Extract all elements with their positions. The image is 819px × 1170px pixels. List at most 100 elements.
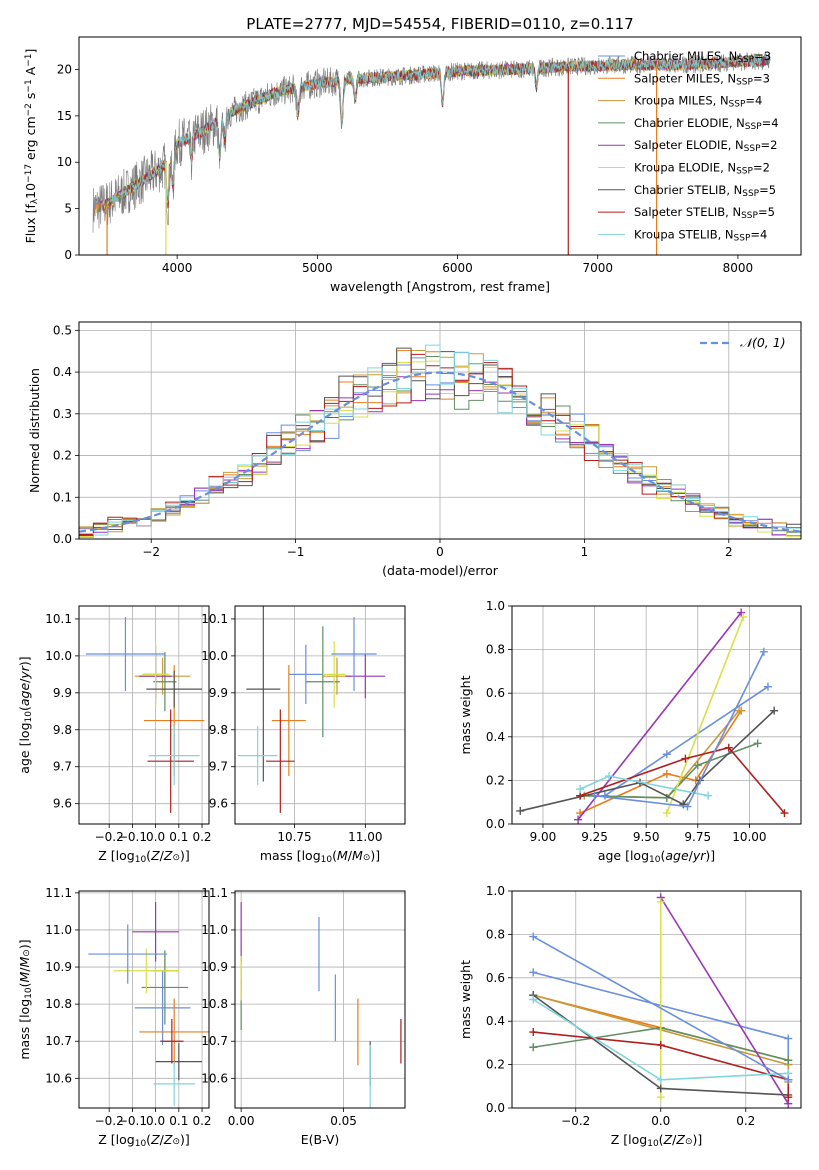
y-tick-label: 0.8: [486, 927, 505, 941]
weight-series: [590, 647, 768, 811]
mass_vs_ebv-frame: [234, 890, 406, 1109]
y-axis-label: mass [log10(M/M⊙)]: [17, 939, 34, 1059]
x-tick-label: 9.25: [581, 830, 608, 844]
y-tick-label: 9.9: [209, 686, 228, 700]
weight-marker: [662, 809, 671, 818]
residuals-plot-area: [79, 344, 801, 539]
y-tick-label: 0.2: [53, 449, 72, 463]
weight_vs_Z-panel: −0.2 0.0 0.2 0.0 0.2 0.4 0.6 0.8 1.0 Z [log10(Z/Z…: [458, 884, 802, 1149]
weight-marker: [576, 785, 585, 794]
errorbar-point: [153, 652, 177, 712]
y-tick-label: 0.5: [53, 323, 72, 337]
legend-entry: Salpeter ELODIE, NSSP=2: [634, 138, 777, 154]
errorbar-point: [322, 641, 346, 708]
y-tick-label: 0.8: [486, 643, 505, 657]
weight-marker: [529, 932, 538, 941]
x-tick-label: 5000: [302, 261, 333, 275]
age_vs_Z-plot-area: [85, 617, 205, 813]
legend-entry: Chabrier MILES, NSSP=3: [634, 49, 771, 65]
age_vs_mass-plot-area: [237, 606, 386, 813]
errorbar-point: [132, 902, 179, 962]
weight-marker: [574, 815, 583, 824]
x-tick-label: 10.75: [277, 830, 311, 844]
weight_vs_age-panel: 9.00 9.25 9.50 9.75 10.00 0.0 0.2 0.4 0.6 0.8 1.0 a…: [458, 599, 802, 865]
x-tick-label: 0.05: [330, 1114, 357, 1128]
weight-marker: [737, 608, 746, 617]
weight-marker: [662, 769, 671, 778]
y-tick-label: 9.7: [53, 760, 72, 774]
x-tick-label: 4000: [162, 261, 193, 275]
weight-marker: [724, 743, 733, 752]
y-axis-label: age [log10(age/yr)]: [17, 656, 34, 773]
weight-series: [574, 608, 746, 824]
x-axis-label: Z [log10(Z/Z⊙)]: [98, 1132, 190, 1149]
age_vs_Z-frame: [78, 605, 210, 825]
weight-series: [576, 743, 789, 818]
x-tick-label: −2: [142, 545, 160, 559]
y-tick-label: 0.3: [53, 407, 72, 421]
x-tick-label: −0.2: [95, 1114, 124, 1128]
y-tick-label: 9.8: [209, 723, 228, 737]
x-axis-label: Z [log10(Z/Z⊙)]: [98, 848, 190, 865]
x-axis-label: (data-model)/error: [382, 563, 499, 578]
mass_vs_Z-frame: [78, 890, 210, 1109]
histogram-series: [79, 344, 801, 539]
x-tick-label: −0.2: [95, 830, 124, 844]
y-tick-label: 9.9: [53, 686, 72, 700]
weight-marker: [763, 682, 772, 691]
x-tick-label: 0.2: [192, 830, 211, 844]
weight-marker: [656, 1084, 665, 1093]
weight-marker: [739, 612, 748, 621]
legend-entry: Kroupa MILES, NSSP=4: [634, 94, 762, 110]
weight_vs_age-frame: [511, 605, 802, 825]
x-tick-label: 11.00: [348, 830, 382, 844]
mass_vs_ebv-panel: 0.00 0.05 10.6 10.7 10.8 10.9 11.0 11.1 E(B-V): [201, 886, 406, 1147]
errorbar-point: [237, 726, 278, 786]
weight-marker: [784, 1075, 793, 1084]
weight-series: [600, 682, 772, 800]
errorbar-point: [88, 924, 168, 984]
weight-marker: [529, 995, 538, 1004]
x-tick-label: 9.75: [684, 830, 711, 844]
y-tick-label: 0: [64, 248, 72, 262]
spectrum-plot-area: [92, 52, 771, 255]
y-axis-label: Flux [fλ10−17 erg cm−2 s−1 A−1]: [23, 49, 40, 244]
age_vs_Z-panel: −0.2−0.1 0.0 0.1 0.2 9.6 9.7 9.8 9.9 10.0 10.1 Z […: [17, 605, 212, 865]
weight-marker: [735, 706, 744, 715]
weight-marker: [681, 754, 690, 763]
y-tick-label: 11.1: [201, 886, 228, 900]
y-tick-label: 11.0: [201, 923, 228, 937]
spectrum-legend: Chabrier MILES, NSSP=3 Salpeter MILES, NS…: [598, 49, 779, 244]
mass_vs_Z-panel: −0.2−0.1 0.0 0.1 0.2 10.6 10.7 10.8 10.9 11.0 11.…: [17, 886, 212, 1149]
legend-entry: Salpeter MILES, NSSP=3: [634, 71, 770, 87]
figure-title: PLATE=2777, MJD=54554, FIBERID=0110, z=0…: [246, 15, 633, 33]
y-tick-label: 0.4: [486, 1014, 505, 1028]
x-axis-label: E(B-V): [301, 1132, 340, 1147]
y-tick-label: 10.9: [201, 960, 228, 974]
age_vs_mass-panel: 10.75 11.00 9.6 9.7 9.8 9.9 10.0 10.1 mass [log1…: [201, 605, 406, 865]
y-tick-label: 9.6: [53, 797, 72, 811]
x-tick-label: 10.00: [732, 830, 766, 844]
y-tick-label: 0.6: [486, 686, 505, 700]
y-tick-label: 0.2: [486, 1058, 505, 1072]
x-tick-label: 9.00: [530, 830, 557, 844]
x-tick-label: −0.2: [561, 1114, 590, 1128]
weight-series: [662, 612, 748, 818]
weight-marker: [784, 1034, 793, 1043]
y-axis-label: mass weight: [458, 675, 473, 754]
weight-marker: [656, 897, 665, 906]
weight-marker: [770, 706, 779, 715]
spectrum-frame: [78, 36, 802, 256]
spectrum-panel: 4000 5000 6000 7000 8000 0 5 10 15 20 wavelength […: [23, 36, 802, 294]
x-tick-label: −1: [287, 545, 305, 559]
errorbar-point: [85, 617, 165, 691]
y-tick-label: 5: [64, 202, 72, 216]
legend-entry: Chabrier ELODIE, NSSP=4: [634, 116, 779, 132]
y-tick-label: 1.0: [486, 884, 505, 898]
errorbar-point: [271, 665, 306, 776]
errorbar-point: [139, 998, 209, 1066]
weight-marker: [529, 1043, 538, 1052]
y-tick-label: 11.0: [45, 923, 72, 937]
x-tick-label: 8000: [723, 261, 754, 275]
